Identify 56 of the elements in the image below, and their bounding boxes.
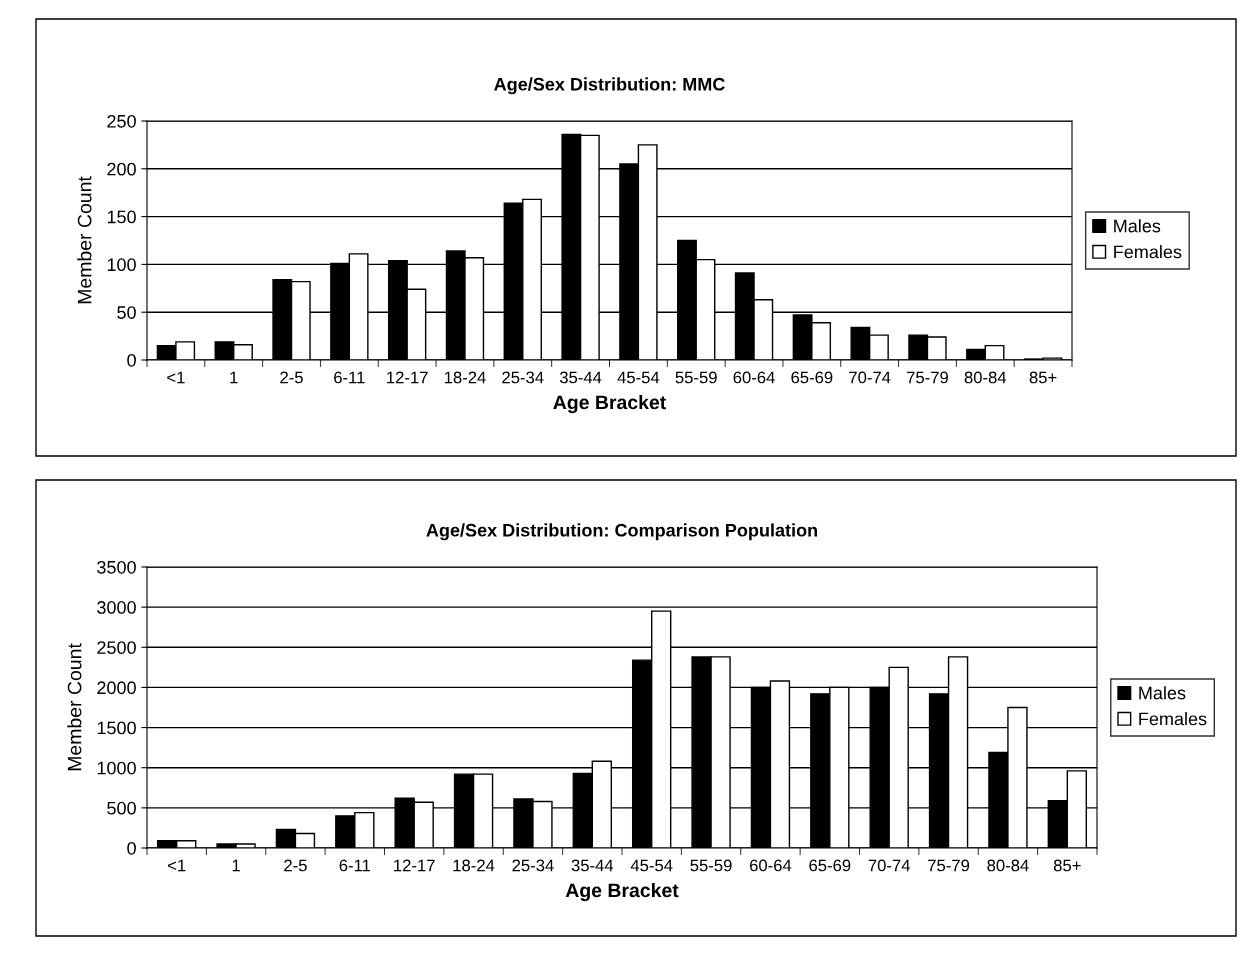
x-tick-label: 35-44 [571, 859, 614, 872]
x-tick-label: 1 [232, 859, 240, 872]
x-tick-label: 55-59 [675, 371, 717, 384]
x-tick-label: 18-24 [444, 371, 486, 384]
y-axis-title: Member Count [77, 176, 92, 304]
x-tick-label: 45-54 [617, 371, 660, 384]
x-tick-label: 35-44 [559, 371, 602, 384]
x-tick-label: 1 [230, 371, 238, 384]
x-tick-label: 6-11 [334, 371, 365, 384]
x-tick-label: 6-11 [339, 859, 371, 872]
x-axis-title: Age Bracket [553, 394, 666, 414]
x-tick-label: 12-17 [387, 371, 428, 384]
x-tick-label: 75-79 [907, 371, 948, 384]
x-tick-label: 60-64 [733, 371, 775, 384]
legend-label: Males [1139, 686, 1186, 700]
y-tick-label: 1500 [97, 721, 136, 735]
x-tick-label: 45-54 [630, 859, 673, 872]
x-tick-label: 25-34 [502, 371, 544, 384]
x-tick-label: 65-69 [791, 371, 833, 384]
x-tick-label: 70-74 [868, 859, 911, 872]
x-tick-label: 25-34 [512, 859, 554, 872]
x-axis-title: Age Bracket [565, 882, 679, 902]
y-tick-label: 50 [117, 306, 136, 319]
legend-label: Females [1114, 245, 1182, 259]
chart-title: Age/Sex Distribution: MMC [494, 77, 725, 95]
x-tick-label: 2-5 [280, 371, 303, 384]
x-tick-label: <1 [168, 859, 186, 872]
legend-label: Males [1114, 219, 1161, 233]
legend-label: Females [1139, 712, 1207, 726]
x-tick-label: 2-5 [284, 859, 307, 872]
x-tick-label: 80-84 [964, 371, 1007, 384]
y-tick-label: 3000 [97, 601, 136, 614]
y-tick-label: 1000 [97, 761, 136, 775]
x-tick-label: 85+ [1029, 371, 1057, 384]
y-tick-label: 2000 [97, 681, 136, 695]
y-axis-title: Member Count [67, 643, 82, 771]
y-tick-label: 500 [107, 801, 136, 815]
y-tick-label: 100 [107, 258, 136, 272]
chart-title: Age/Sex Distribution: Comparison Population [426, 523, 817, 541]
x-tick-label: 65-69 [809, 859, 851, 872]
y-tick-label: 200 [107, 162, 136, 176]
y-tick-label: 3500 [97, 560, 136, 574]
y-tick-label: 0 [127, 353, 136, 367]
x-tick-label: 55-59 [690, 859, 732, 872]
y-tick-label: 2500 [97, 641, 136, 655]
x-tick-label: 85+ [1053, 859, 1081, 872]
x-tick-label: 70-74 [849, 371, 891, 384]
y-tick-label: 250 [107, 114, 136, 128]
y-tick-label: 150 [107, 210, 136, 224]
y-tick-label: 0 [127, 841, 136, 855]
x-tick-label: 80-84 [987, 859, 1029, 872]
x-tick-label: <1 [167, 371, 185, 384]
x-tick-label: 12-17 [394, 859, 435, 872]
x-tick-label: 75-79 [928, 859, 970, 872]
x-tick-label: 60-64 [749, 859, 792, 872]
x-tick-label: 18-24 [453, 859, 495, 872]
